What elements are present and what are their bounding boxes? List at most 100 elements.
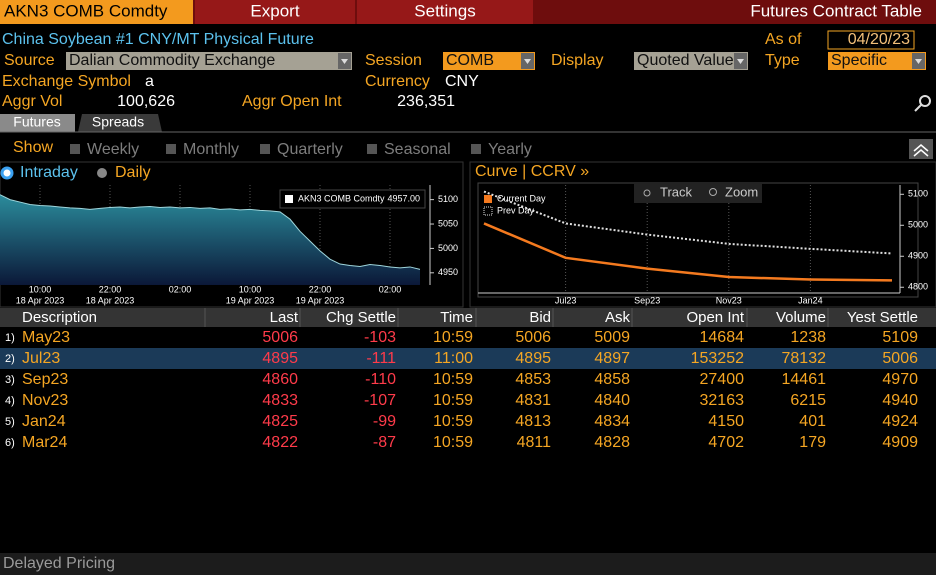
cell: 4833 xyxy=(262,392,298,409)
dropdown-arrow xyxy=(524,59,531,64)
toolbar-button[interactable]: Track xyxy=(660,184,693,199)
row-number[interactable]: 1) xyxy=(5,332,15,344)
contract-name[interactable]: May23 xyxy=(22,329,70,346)
collapse-button[interactable] xyxy=(909,139,933,159)
search-icon[interactable] xyxy=(919,95,931,107)
contract-name[interactable]: Nov23 xyxy=(22,392,68,409)
x-tick-label: 02:00 xyxy=(169,284,192,294)
field-value: Specific xyxy=(831,52,887,69)
curve-title[interactable]: Curve | CCRV » xyxy=(475,163,589,180)
field-value: a xyxy=(145,73,154,90)
cell: 27400 xyxy=(700,371,745,388)
curve-line xyxy=(483,222,893,282)
y-tick-label: 4950 xyxy=(438,267,458,277)
cell: 14461 xyxy=(782,371,827,388)
source-dropdown[interactable] xyxy=(66,52,352,70)
cell: 78132 xyxy=(782,350,827,367)
display-dropdown[interactable] xyxy=(634,52,748,70)
cell: -87 xyxy=(373,434,396,451)
field-label: Currency xyxy=(365,73,430,90)
session-dropdown[interactable] xyxy=(443,52,535,70)
row-number[interactable]: 2) xyxy=(5,353,15,365)
dropdown-arrow xyxy=(737,59,744,64)
legend-box xyxy=(279,189,426,209)
cell: 4834 xyxy=(594,413,630,430)
column-header: Description xyxy=(22,309,97,326)
x-tick-label: 22:00 xyxy=(309,284,332,294)
x-tick-label: Jan24 xyxy=(798,295,823,305)
dropdown-arrow xyxy=(341,59,348,64)
row-number[interactable]: 5) xyxy=(5,416,15,428)
checkbox[interactable] xyxy=(70,144,80,154)
cell: 4858 xyxy=(594,371,630,388)
row-number[interactable]: 4) xyxy=(5,395,15,407)
x-tick-date: 18 Apr 2023 xyxy=(16,295,65,305)
menu-item[interactable]: Settings xyxy=(414,1,475,20)
ticker-box[interactable] xyxy=(0,0,193,24)
x-tick-label: 10:00 xyxy=(239,284,262,294)
type-dropdown[interactable] xyxy=(828,52,926,70)
export-button[interactable] xyxy=(195,0,355,24)
y-tick-label: 5100 xyxy=(438,194,458,204)
cell: 11:00 xyxy=(434,350,473,367)
column-header: Last xyxy=(270,309,299,326)
checkbox[interactable] xyxy=(166,144,176,154)
radio-label: Intraday xyxy=(20,164,78,181)
cell: 4860 xyxy=(262,371,298,388)
cell: 10:59 xyxy=(433,392,473,409)
table-header xyxy=(0,308,936,327)
legend-label: Current Day xyxy=(497,193,546,203)
x-tick-date: 19 Apr 2023 xyxy=(226,295,275,305)
field-label: Display xyxy=(551,52,603,69)
line xyxy=(0,194,421,270)
tab-label[interactable]: Spreads xyxy=(92,114,144,130)
row-number[interactable]: 3) xyxy=(5,374,15,386)
column-header: Volume xyxy=(776,309,826,326)
radio[interactable] xyxy=(97,168,107,178)
y-tick-label: 4900 xyxy=(908,251,928,261)
cell: 4895 xyxy=(262,350,298,367)
collapse-icon xyxy=(913,144,929,157)
radio-selected[interactable] xyxy=(0,166,14,180)
contract-name[interactable]: Sep23 xyxy=(22,371,68,388)
checkbox[interactable] xyxy=(367,144,377,154)
cell: 4702 xyxy=(708,434,744,451)
toolbar-button[interactable]: Zoom xyxy=(725,184,758,199)
cell: 6215 xyxy=(790,392,826,409)
cell: 5009 xyxy=(594,329,630,346)
curve-panel xyxy=(469,161,936,308)
field-value: Dalian Commodity Exchange xyxy=(69,52,275,69)
tab[interactable] xyxy=(78,114,162,132)
show-label: Show xyxy=(13,139,53,156)
cell: 1238 xyxy=(790,329,826,346)
dropdown-arrow xyxy=(915,59,922,64)
contract-name[interactable]: Jul23 xyxy=(22,350,60,367)
toolbar xyxy=(634,183,762,203)
legend-swatch xyxy=(483,206,493,216)
settings-button[interactable] xyxy=(357,0,533,24)
cell: 10:59 xyxy=(433,434,473,451)
x-tick-label: Nov23 xyxy=(716,295,742,305)
checkbox[interactable] xyxy=(260,144,270,154)
tab-active[interactable] xyxy=(0,114,75,132)
radio-label: Daily xyxy=(115,164,151,181)
y-tick-label: 4800 xyxy=(908,282,928,292)
contract-name[interactable]: Jan24 xyxy=(22,413,66,430)
date-field[interactable] xyxy=(827,30,915,50)
checkbox[interactable] xyxy=(471,144,481,154)
column-header: Open Int xyxy=(686,309,744,326)
tab-label[interactable]: Futures xyxy=(13,114,60,130)
row-number[interactable]: 6) xyxy=(5,437,15,449)
cell: 10:59 xyxy=(433,371,473,388)
field-value: COMB xyxy=(446,52,494,69)
checkbox-label: Weekly xyxy=(87,141,139,158)
cell: 4811 xyxy=(517,434,552,451)
contract-name[interactable]: Mar24 xyxy=(22,434,67,451)
menu-item[interactable]: Export xyxy=(250,1,299,20)
row-highlight[interactable] xyxy=(0,348,936,369)
x-tick-label: Jul23 xyxy=(555,295,577,305)
x-tick-label: Sep23 xyxy=(634,295,660,305)
zoom-icon xyxy=(709,188,717,196)
checkbox-label: Yearly xyxy=(488,141,532,158)
field-label: Session xyxy=(365,52,422,69)
